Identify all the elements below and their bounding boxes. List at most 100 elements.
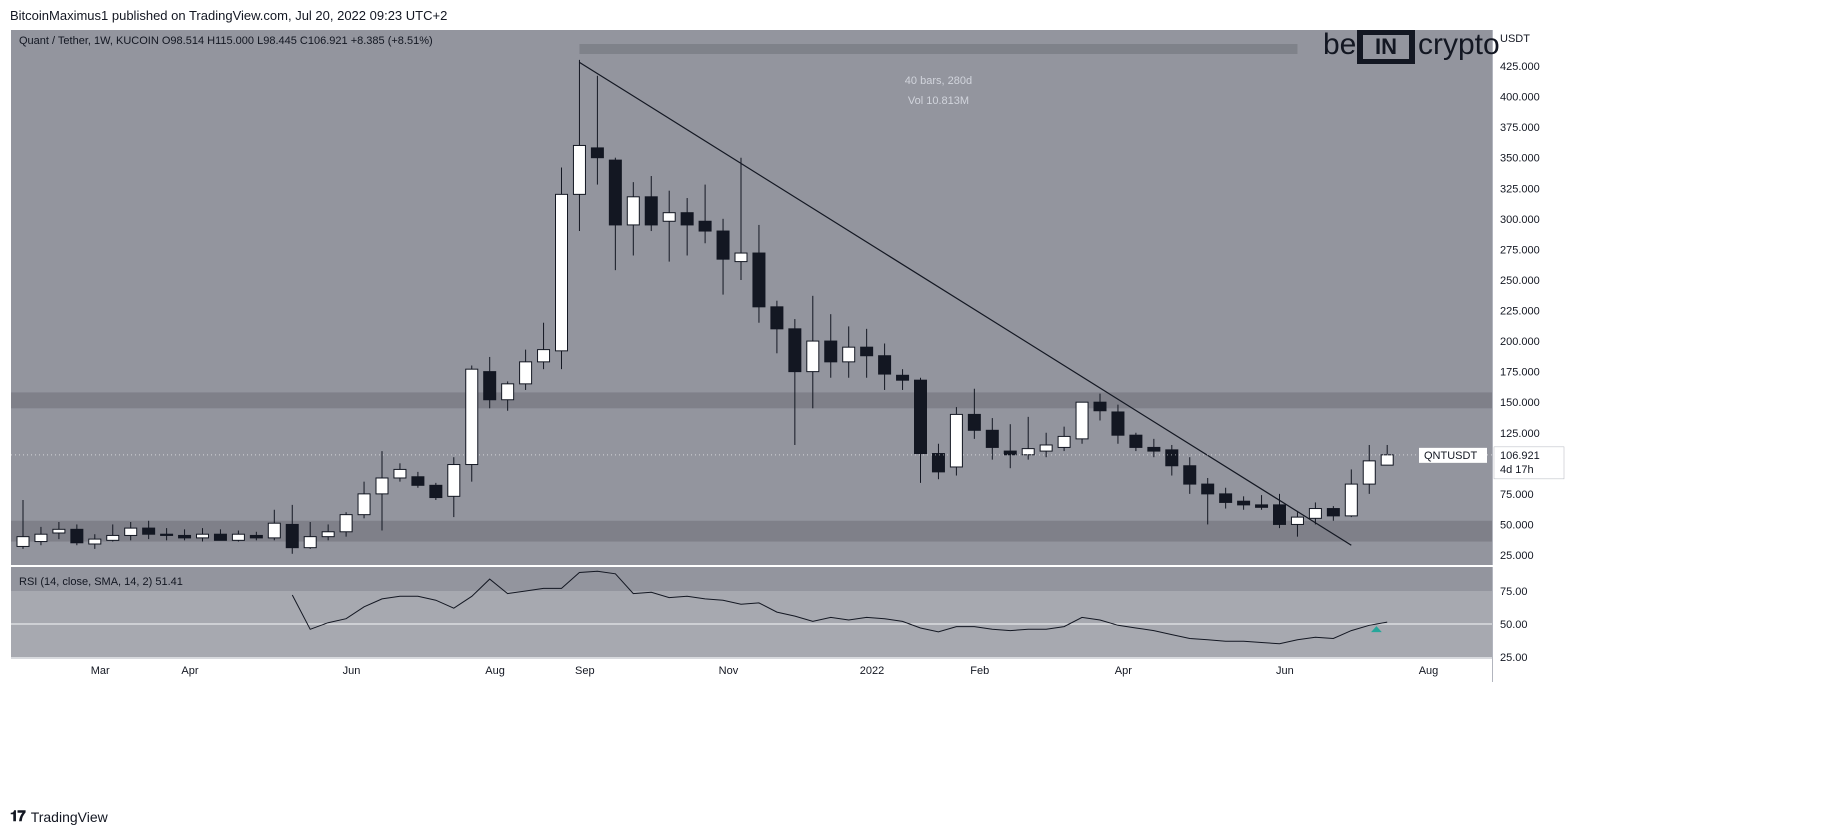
- candle[interactable]: [842, 326, 856, 378]
- candle[interactable]: [1237, 496, 1251, 510]
- candle[interactable]: [716, 218, 730, 295]
- time-tick-label: Aug: [485, 665, 505, 677]
- candle[interactable]: [878, 343, 892, 390]
- candle[interactable]: [160, 528, 174, 541]
- candle[interactable]: [949, 407, 963, 476]
- candle[interactable]: [178, 529, 192, 541]
- candle[interactable]: [1039, 432, 1053, 458]
- candle-body: [860, 346, 874, 357]
- candle[interactable]: [1219, 487, 1233, 509]
- resistance-zone: [11, 392, 1492, 409]
- candle[interactable]: [896, 369, 910, 390]
- rsi-line[interactable]: [291, 570, 1388, 645]
- candle[interactable]: [1021, 416, 1035, 460]
- candle[interactable]: [519, 349, 533, 390]
- price-axis-area[interactable]: [1492, 30, 1738, 682]
- candlestick-chart[interactable]: 40 bars, 280d Vol 10.813M RSI (14, close,…: [11, 30, 1738, 800]
- candle[interactable]: [483, 356, 497, 409]
- candle[interactable]: [321, 524, 335, 541]
- candle[interactable]: [429, 482, 443, 500]
- candle[interactable]: [1147, 438, 1161, 458]
- chart-container[interactable]: 40 bars, 280d Vol 10.813M RSI (14, close,…: [11, 30, 1738, 800]
- candle[interactable]: [1290, 512, 1304, 537]
- candle[interactable]: [608, 157, 622, 271]
- time-axis-area[interactable]: [11, 658, 1492, 682]
- candle[interactable]: [267, 509, 281, 541]
- candle[interactable]: [1183, 457, 1197, 494]
- candle[interactable]: [124, 521, 138, 541]
- descending-trendline[interactable]: [579, 61, 1352, 546]
- candle[interactable]: [806, 295, 820, 409]
- candle[interactable]: [626, 182, 640, 256]
- candle[interactable]: [1308, 502, 1322, 525]
- candle[interactable]: [1201, 477, 1215, 525]
- candle[interactable]: [357, 481, 371, 519]
- bullish-divergence-arrow-icon: [1371, 626, 1382, 633]
- candle[interactable]: [752, 224, 766, 323]
- candle[interactable]: [572, 59, 586, 232]
- candle[interactable]: [1165, 444, 1179, 476]
- candle[interactable]: [213, 529, 227, 541]
- price-pane[interactable]: [11, 30, 1492, 565]
- candle[interactable]: [1362, 444, 1376, 494]
- candle[interactable]: [985, 418, 999, 460]
- price-tick-label: 150.000: [1500, 397, 1540, 409]
- candle[interactable]: [537, 322, 551, 370]
- candle[interactable]: [393, 463, 407, 482]
- candle[interactable]: [590, 75, 604, 185]
- candle[interactable]: [1075, 401, 1089, 444]
- candle[interactable]: [447, 457, 461, 518]
- candle[interactable]: [465, 365, 479, 482]
- candle[interactable]: [770, 300, 784, 354]
- candle[interactable]: [1255, 495, 1269, 510]
- candle-body: [1201, 483, 1215, 495]
- time-tick-label: Mar: [91, 665, 110, 677]
- price-tick-label: 300.000: [1500, 214, 1540, 226]
- candle[interactable]: [34, 526, 48, 546]
- candle[interactable]: [501, 381, 515, 411]
- time-tick-label: Apr: [1115, 665, 1132, 677]
- candle[interactable]: [339, 512, 353, 537]
- candle[interactable]: [285, 504, 299, 554]
- candle[interactable]: [931, 443, 945, 480]
- candle[interactable]: [1093, 393, 1107, 421]
- candle[interactable]: [680, 198, 694, 256]
- candle[interactable]: [196, 528, 209, 542]
- candle[interactable]: [375, 451, 389, 531]
- candle[interactable]: [1129, 432, 1143, 452]
- candle[interactable]: [52, 521, 66, 540]
- candle-body: [1039, 444, 1053, 452]
- candle[interactable]: [411, 471, 425, 488]
- candle[interactable]: [1344, 469, 1358, 518]
- candle[interactable]: [860, 328, 874, 378]
- candle[interactable]: [1003, 424, 1017, 469]
- measure-vol-label: Vol 10.813M: [908, 95, 969, 107]
- candle[interactable]: [16, 499, 30, 549]
- candle-body: [770, 306, 784, 330]
- candle[interactable]: [142, 520, 156, 540]
- candle[interactable]: [1111, 404, 1125, 444]
- candle[interactable]: [662, 190, 676, 262]
- candle[interactable]: [88, 534, 102, 549]
- candle[interactable]: [1057, 426, 1071, 452]
- candle[interactable]: [555, 167, 568, 370]
- brand-left: be: [1323, 30, 1356, 61]
- candle[interactable]: [734, 157, 748, 280]
- candle[interactable]: [914, 377, 927, 483]
- candle[interactable]: [249, 531, 263, 541]
- candle[interactable]: [698, 184, 712, 244]
- candle[interactable]: [644, 176, 658, 232]
- candle[interactable]: [1326, 506, 1340, 521]
- candle[interactable]: [1273, 493, 1286, 529]
- candle[interactable]: [231, 530, 245, 542]
- candle[interactable]: [788, 319, 802, 445]
- candle[interactable]: [824, 314, 838, 378]
- candle[interactable]: [967, 388, 981, 439]
- price-tick-label: 200.000: [1500, 336, 1540, 348]
- legend-change: +8.385 (+8.51%): [351, 35, 433, 47]
- candle[interactable]: [106, 524, 120, 542]
- candle[interactable]: [303, 521, 317, 549]
- candle[interactable]: [70, 524, 84, 546]
- candle-body: [1075, 401, 1089, 440]
- candle-body: [501, 383, 515, 401]
